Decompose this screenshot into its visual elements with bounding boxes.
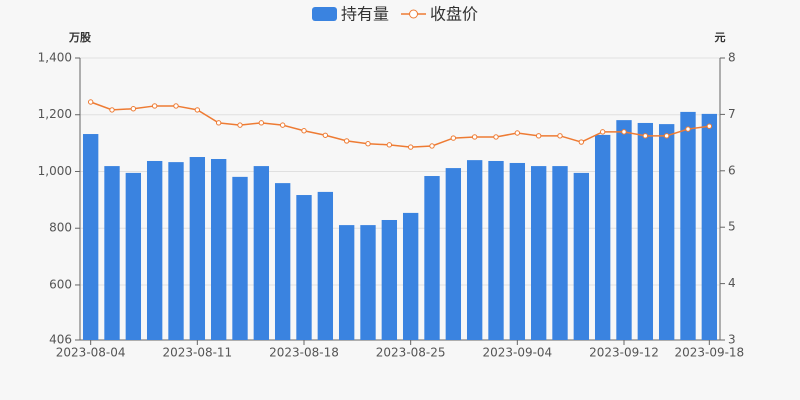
- bar: [82, 134, 99, 340]
- y2-tick-label: 4: [728, 276, 736, 290]
- price-point: [258, 120, 265, 126]
- y2-tick-label: 7: [728, 107, 736, 121]
- bar: [125, 172, 142, 340]
- price-point: [535, 133, 542, 139]
- price-point: [599, 129, 606, 135]
- bar: [296, 195, 312, 340]
- price-point: [151, 103, 158, 109]
- y-tick-label: 406: [49, 333, 72, 347]
- x-tick-label: 2023-08-11: [162, 346, 232, 360]
- bar: [274, 183, 291, 340]
- price-point: [365, 141, 371, 147]
- bar: [509, 162, 526, 340]
- bar: [658, 124, 675, 340]
- legend-label: 收盘价: [430, 5, 478, 24]
- bar: [402, 212, 419, 340]
- bar: [445, 168, 462, 340]
- price-point: [215, 120, 222, 126]
- x-tick-label: 2023-09-12: [589, 346, 659, 360]
- bar: [317, 191, 334, 340]
- y-tick-label: 1,400: [38, 51, 72, 65]
- bar: [360, 225, 376, 340]
- left-unit: 万股: [68, 31, 92, 44]
- bar: [210, 158, 227, 340]
- price-point: [706, 123, 713, 129]
- bar: [573, 172, 590, 340]
- bar: [232, 176, 248, 340]
- price-point: [642, 133, 649, 139]
- price-point: [663, 133, 670, 139]
- price-point: [621, 129, 627, 135]
- bar: [637, 122, 654, 340]
- bar: [701, 113, 718, 340]
- bar: [424, 176, 440, 340]
- price-point: [685, 126, 691, 132]
- price-point: [343, 138, 350, 144]
- bar: [488, 160, 504, 340]
- price-point: [130, 106, 137, 112]
- bar: [381, 219, 398, 340]
- price-point: [237, 122, 243, 128]
- price-point: [194, 107, 201, 113]
- legend-swatch: [409, 9, 419, 19]
- price-point: [301, 128, 307, 134]
- price-point: [279, 122, 286, 128]
- y2-tick-label: 5: [728, 220, 736, 234]
- legend-label: 持有量: [341, 5, 389, 24]
- y-tick-label: 600: [49, 277, 72, 291]
- bar: [104, 166, 120, 340]
- bar: [168, 162, 184, 340]
- bar: [338, 225, 355, 340]
- bar: [552, 166, 568, 340]
- y2-tick-label: 6: [728, 163, 736, 177]
- x-tick-label: 2023-08-25: [376, 346, 446, 360]
- price-point: [578, 139, 585, 145]
- price-point: [173, 103, 179, 109]
- x-tick-label: 2023-09-18: [674, 346, 744, 360]
- x-tick-label: 2023-08-18: [269, 346, 339, 360]
- y-tick-label: 800: [49, 221, 72, 235]
- price-point: [407, 144, 414, 150]
- price-point: [322, 132, 329, 138]
- bar: [594, 134, 611, 340]
- price-point: [493, 134, 499, 140]
- x-tick-label: 2023-08-04: [56, 346, 126, 360]
- price-line: [90, 101, 710, 148]
- price-point: [429, 143, 435, 149]
- legend-swatch: [312, 7, 337, 21]
- price-point: [557, 133, 563, 139]
- bar: [189, 157, 206, 340]
- price-point: [514, 130, 521, 136]
- y-tick-label: 1,200: [38, 107, 72, 121]
- right-unit: 元: [715, 31, 726, 44]
- y-tick-label: 1,000: [38, 164, 72, 178]
- bar: [466, 160, 483, 340]
- price-point: [471, 134, 478, 140]
- x-tick-label: 2023-09-04: [482, 346, 552, 360]
- bar: [146, 160, 163, 340]
- y2-tick-label: 3: [728, 333, 736, 347]
- y2-tick-label: 8: [728, 51, 736, 65]
- bar: [616, 120, 632, 340]
- price-point: [450, 135, 457, 141]
- bar: [680, 111, 696, 341]
- price-point: [386, 142, 393, 148]
- bar: [530, 166, 547, 340]
- bar: [253, 166, 270, 340]
- price-point: [109, 107, 115, 113]
- price-point: [87, 99, 94, 105]
